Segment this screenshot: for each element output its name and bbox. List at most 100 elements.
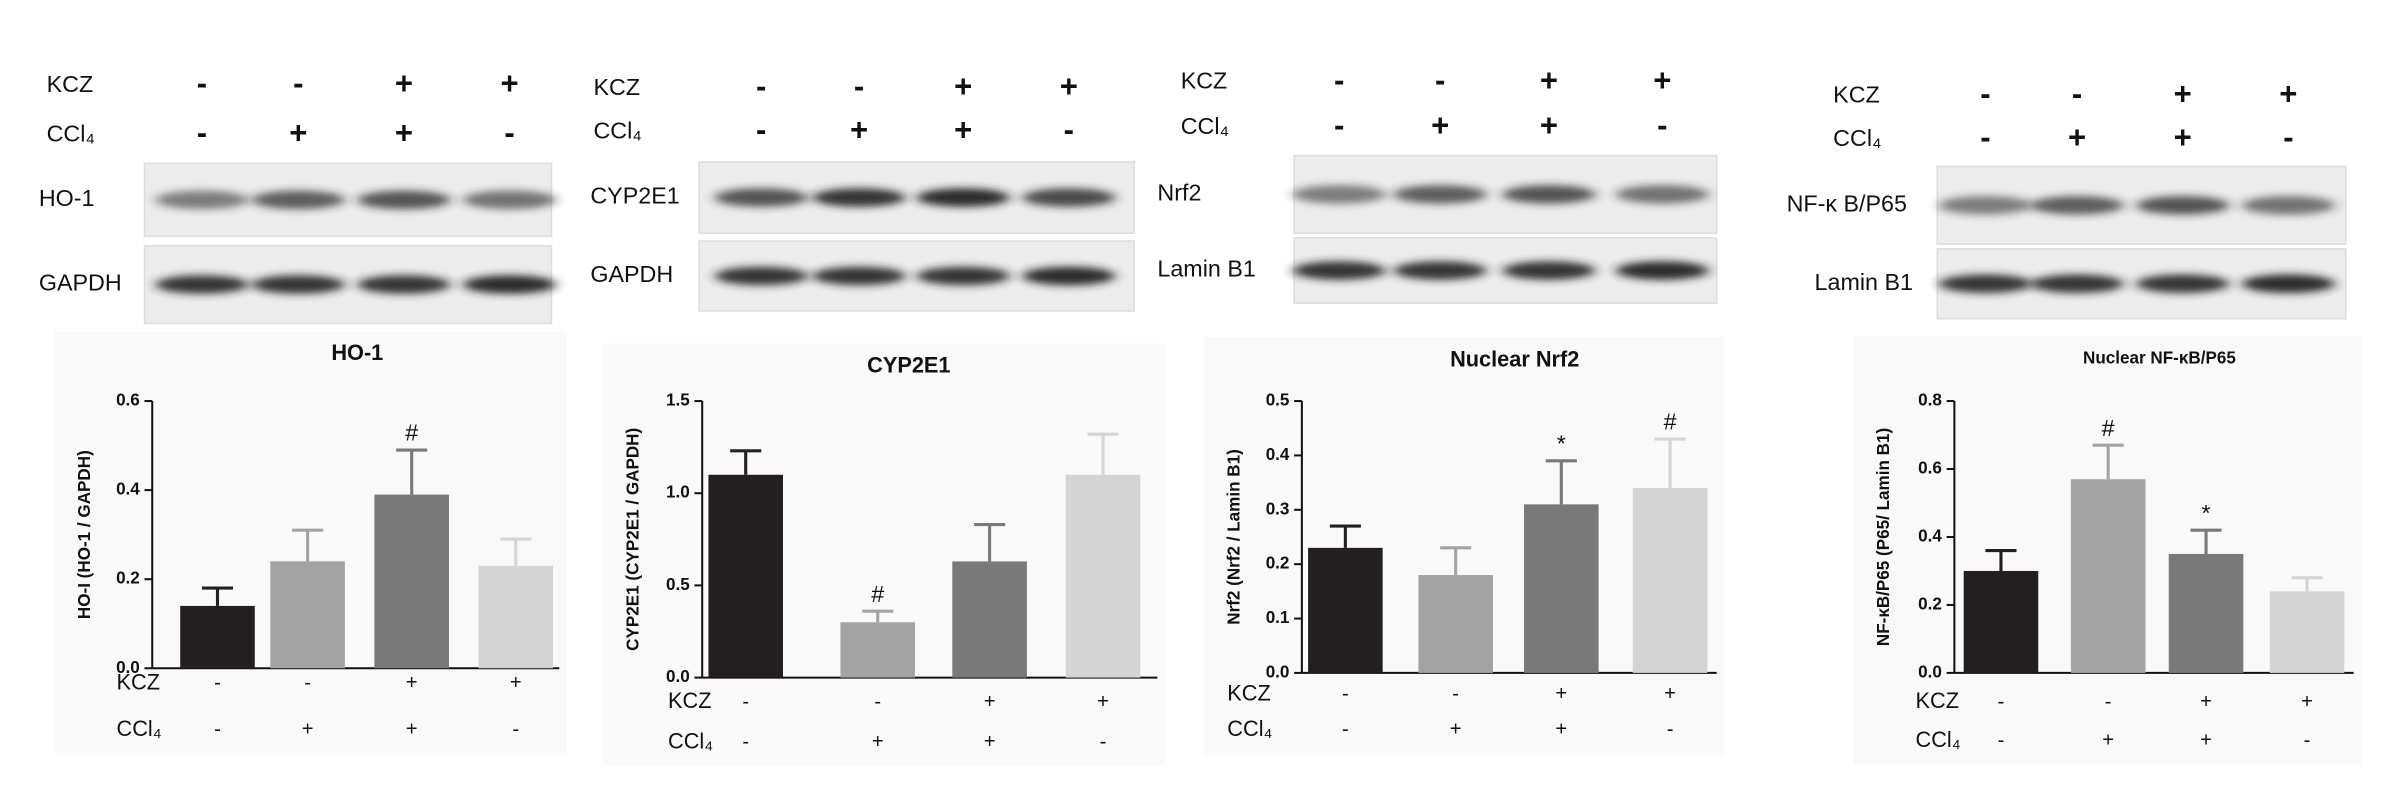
band-label: NF-κ B/P65	[1787, 190, 1907, 216]
treatment-sign: +	[2174, 120, 2192, 155]
treatment-sign: +	[1555, 719, 1567, 741]
blot-band	[812, 266, 906, 286]
blot-band	[251, 275, 345, 294]
treatment-sign: +	[1431, 108, 1449, 143]
blot-band	[916, 188, 1010, 207]
blot-band	[357, 275, 451, 294]
y-tick-label: 0.0	[666, 667, 690, 686]
y-tick-label: 0.0	[1266, 662, 1290, 681]
y-axis-label: HO-I (HO-1 / GAPDH)	[75, 450, 94, 619]
treatment-sign: +	[1664, 683, 1676, 705]
treatment-sign: +	[302, 719, 314, 741]
treatment-label: CCl₄	[117, 716, 162, 741]
treatment-label: KCZ	[1833, 82, 1880, 108]
treatment-sign: +	[395, 66, 413, 101]
significance-marker: #	[1664, 409, 1677, 435]
y-tick-label: 0.1	[1266, 608, 1290, 627]
y-tick-label: 0.3	[1266, 499, 1290, 518]
y-tick-label: 0.0	[1918, 662, 1942, 681]
blot-band	[916, 266, 1010, 286]
blot-band	[2136, 195, 2230, 215]
treatment-sign: -	[1334, 63, 1344, 98]
treatment-sign: +	[2200, 691, 2212, 713]
bar	[708, 474, 783, 678]
treatment-sign: -	[742, 691, 749, 713]
treatment-sign: -	[2072, 77, 2082, 112]
significance-marker: #	[871, 581, 884, 607]
treatment-label: CCl₄	[1916, 727, 1961, 752]
treatment-sign: -	[214, 719, 221, 741]
treatment-sign: -	[1435, 63, 1445, 98]
treatment-sign: +	[406, 719, 418, 741]
blot-band	[2136, 274, 2230, 294]
significance-marker: #	[405, 420, 418, 446]
treatment-sign: -	[1998, 730, 2005, 752]
y-tick-label: 0.6	[1918, 459, 1942, 478]
bar	[1524, 504, 1599, 673]
blot-band	[155, 275, 249, 294]
bar	[2269, 591, 2345, 673]
blot-band	[714, 188, 808, 207]
treatment-label: CCl₄	[668, 729, 713, 754]
treatment-sign: -	[214, 672, 221, 694]
treatment-sign: -	[1980, 120, 1990, 155]
blot-band	[2030, 274, 2124, 294]
band-label: HO-1	[39, 185, 95, 211]
treatment-sign: -	[2105, 691, 2112, 713]
treatment-sign: -	[1100, 731, 1107, 753]
treatment-sign: -	[1334, 108, 1344, 143]
y-tick-label: 0.4	[1266, 445, 1290, 464]
treatment-label: CCl₄	[47, 121, 95, 147]
treatment-label: CCl₄	[1227, 716, 1272, 741]
treatment-sign: +	[1555, 683, 1567, 705]
bar	[2070, 479, 2146, 673]
blot-band	[1938, 195, 2033, 215]
y-axis-label: Nrf2 (Nrf2 / Lamin B1)	[1225, 449, 1244, 625]
treatment-sign: -	[304, 672, 311, 694]
treatment-sign: -	[504, 116, 514, 151]
blot-band	[1615, 185, 1709, 204]
treatment-sign: +	[1653, 63, 1671, 98]
significance-marker: *	[1557, 430, 1566, 456]
treatment-sign: +	[1450, 719, 1462, 741]
treatment-sign: +	[2102, 730, 2114, 752]
y-tick-label: 0.2	[1266, 554, 1290, 573]
blot-band	[155, 190, 249, 210]
treatment-sign: -	[512, 719, 519, 741]
treatment-sign: +	[2279, 77, 2297, 112]
treatment-sign: -	[756, 69, 766, 104]
y-tick-label: 1.5	[666, 391, 690, 410]
treatment-label: CCl₄	[1181, 113, 1229, 139]
band-label: Lamin B1	[1157, 256, 1255, 282]
band-label: CYP2E1	[590, 183, 679, 209]
band-label: Lamin B1	[1815, 269, 1913, 295]
treatment-sign: +	[1540, 108, 1558, 143]
treatment-sign: -	[1452, 683, 1459, 705]
treatment-sign: +	[289, 116, 307, 151]
treatment-sign: -	[874, 691, 881, 713]
treatment-sign: -	[1342, 719, 1349, 741]
treatment-sign: +	[1060, 69, 1078, 104]
treatment-sign: +	[395, 116, 413, 151]
blot-band	[714, 266, 808, 286]
significance-marker: *	[2201, 500, 2210, 526]
y-axis-label: CYP2E1 (CYP2E1 / GAPDH)	[623, 428, 642, 651]
treatment-label: KCZ	[593, 74, 640, 100]
blot-band	[1502, 261, 1596, 280]
treatment-sign: -	[742, 731, 749, 753]
treatment-sign: +	[1097, 691, 1109, 713]
treatment-sign: +	[2068, 120, 2086, 155]
y-tick-label: 0.8	[1918, 391, 1942, 410]
blot-band	[2241, 195, 2335, 215]
treatment-label: KCZ	[668, 688, 711, 713]
treatment-sign: +	[406, 672, 418, 694]
treatment-label: KCZ	[117, 670, 160, 695]
treatment-sign: -	[197, 116, 207, 151]
y-tick-label: 0.6	[116, 391, 140, 410]
bar	[478, 565, 554, 669]
treatment-sign: -	[1342, 683, 1349, 705]
treatment-sign: -	[1657, 108, 1667, 143]
bar	[1418, 575, 1493, 673]
